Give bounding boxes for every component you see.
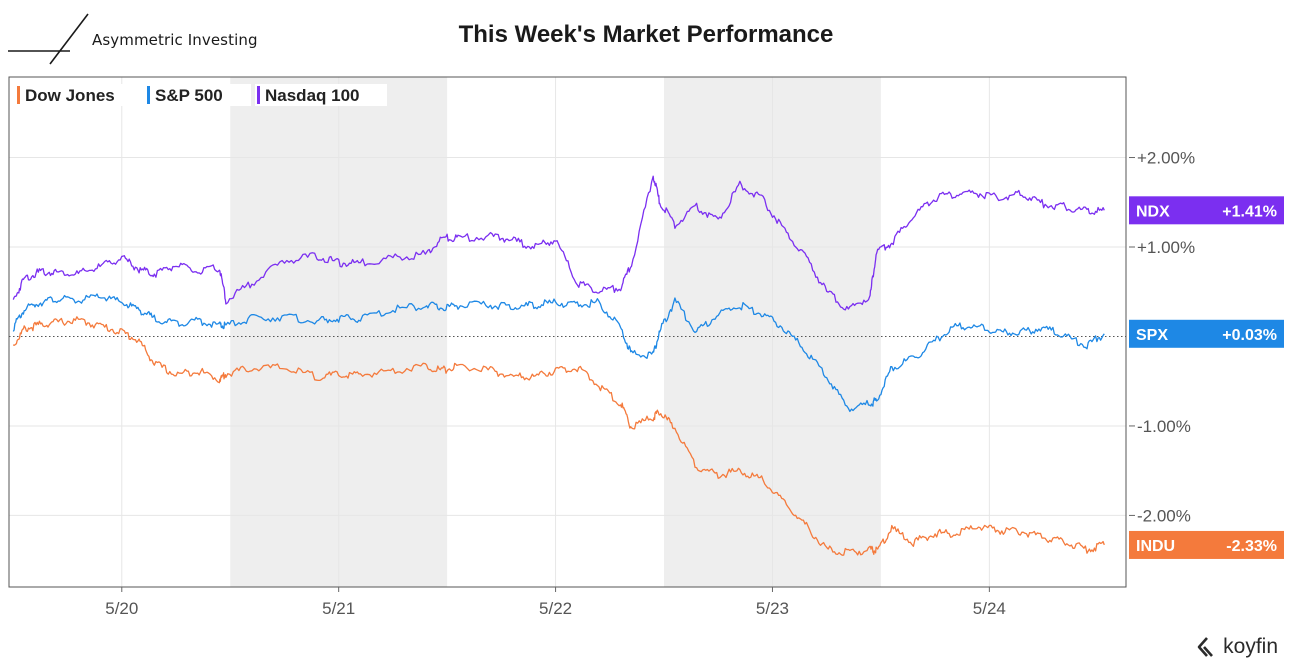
- x-tick-label: 5/20: [105, 599, 138, 618]
- series-line-spx: [12, 293, 1105, 413]
- legend-swatch: [147, 86, 150, 104]
- legend: Dow Jones S&P 500 Nasdaq 100: [15, 84, 387, 106]
- y-tick-label: +2.00%: [1137, 149, 1195, 168]
- legend-swatch: [17, 86, 20, 104]
- series-line-ndx: [12, 175, 1105, 311]
- series-line-indu: [12, 316, 1105, 556]
- end-label-value: -2.33%: [1226, 538, 1277, 555]
- end-label-box: [1129, 196, 1284, 225]
- chart-title: This Week's Market Performance: [458, 21, 834, 48]
- plot-frame: [8, 76, 1127, 588]
- koyfin-logo-text: koyfin: [1223, 635, 1278, 658]
- legend-item-bg: [15, 84, 141, 106]
- end-label-indu: INDU -2.33%: [1129, 530, 1284, 559]
- koyfin-icon: [1197, 637, 1214, 657]
- legend-swatch: [257, 86, 260, 104]
- legend-item-label: Dow Jones: [25, 86, 115, 105]
- koyfin-logo: koyfin: [1195, 634, 1278, 660]
- x-tick-label: 5/24: [973, 599, 1006, 618]
- y-tick-label: -1.00%: [1137, 417, 1191, 436]
- end-label-ticker: NDX: [1136, 203, 1170, 220]
- end-label-ndx: NDX +1.41%: [1129, 196, 1284, 225]
- brand-logo: [8, 13, 89, 65]
- x-tick-label: 5/21: [322, 599, 355, 618]
- end-label-box: [1129, 530, 1284, 559]
- legend-item-label: Nasdaq 100: [265, 86, 360, 105]
- end-label-value: +0.03%: [1222, 327, 1277, 344]
- brand-logo-stroke: [49, 13, 89, 65]
- end-label-value: +1.41%: [1222, 203, 1277, 220]
- y-tick-label: -2.00%: [1137, 506, 1191, 525]
- end-label-box: [1129, 319, 1284, 348]
- x-tick-label: 5/23: [756, 599, 789, 618]
- x-tick-label: 5/22: [539, 599, 572, 618]
- end-label-ticker: INDU: [1136, 538, 1175, 555]
- legend-item-label: S&P 500: [155, 86, 223, 105]
- y-tick-label: +1.00%: [1137, 238, 1195, 257]
- legend-item-bg: [145, 84, 251, 106]
- end-label-ticker: SPX: [1136, 327, 1168, 344]
- legend-item-bg: [255, 84, 387, 106]
- end-label-spx: SPX +0.03%: [1129, 319, 1284, 348]
- brand-name: Asymmetric Investing: [92, 31, 258, 49]
